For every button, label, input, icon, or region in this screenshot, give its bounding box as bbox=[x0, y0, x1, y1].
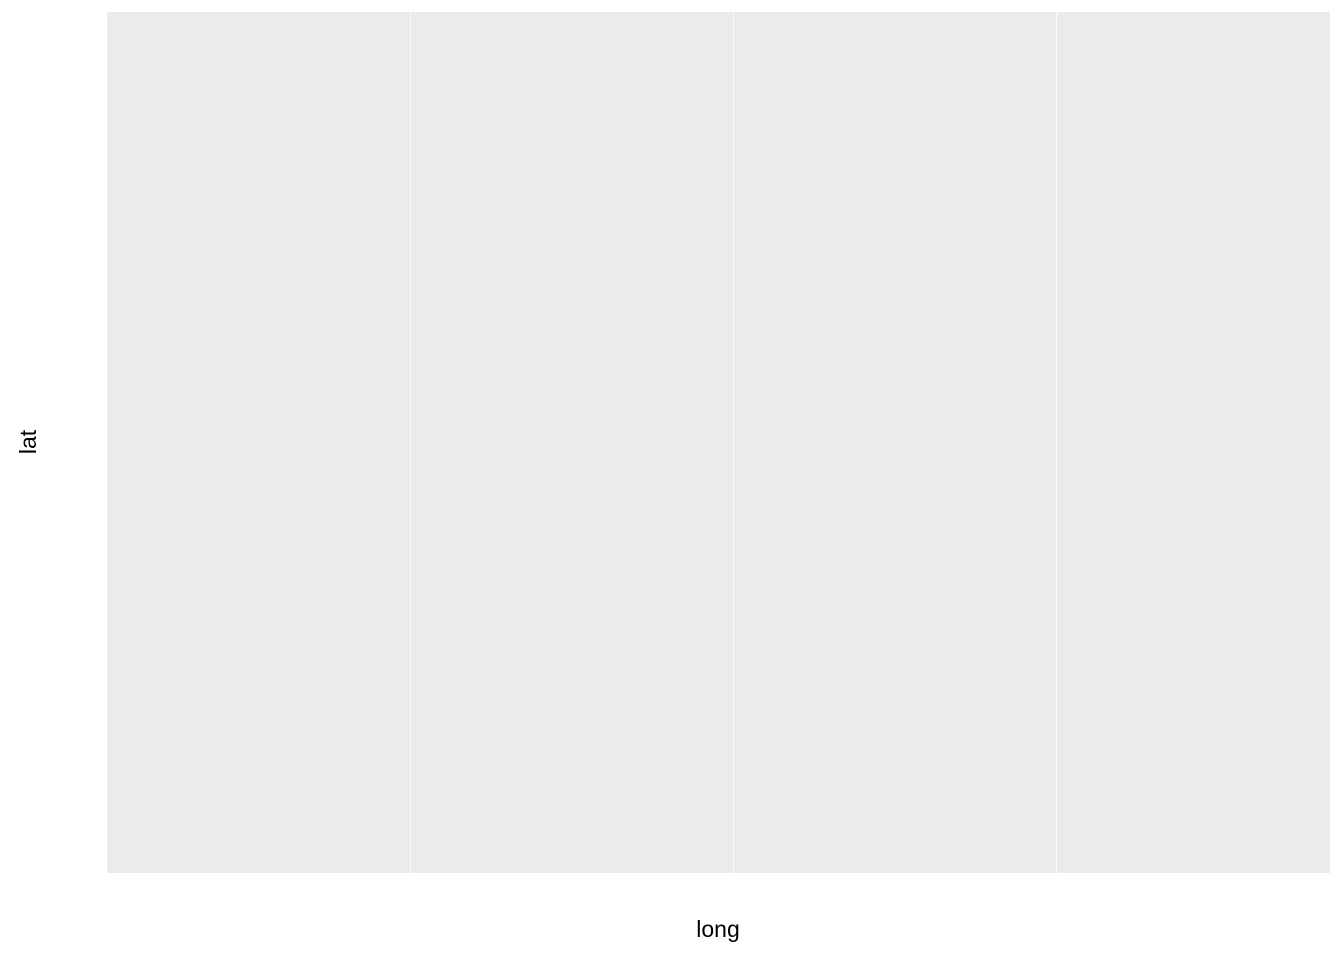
grid bbox=[410, 12, 1057, 873]
x-axis-title: long bbox=[696, 916, 739, 942]
panel-background bbox=[107, 12, 1330, 873]
y-axis-title: lat bbox=[15, 429, 41, 454]
